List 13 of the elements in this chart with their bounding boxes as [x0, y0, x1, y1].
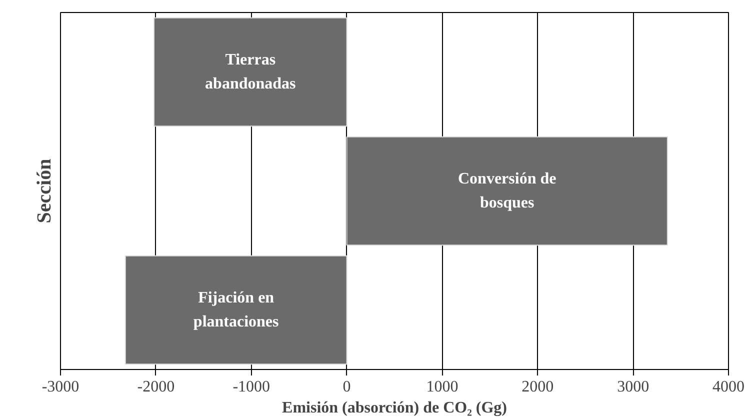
x-tick-label: -1000	[232, 378, 270, 396]
y-tick-label: Conversión de bosques	[458, 170, 556, 212]
x-tick-label: -3000	[42, 378, 80, 396]
x-tick-label: 2000	[522, 378, 554, 396]
y-axis-title: Sección	[34, 158, 56, 224]
x-tick-label: -2000	[137, 378, 175, 396]
x-tick-label: 0	[342, 378, 351, 396]
x-axis-title: Emisión (absorción) de CO₂ (Gg)	[282, 400, 507, 416]
x-tick-label: 1000	[426, 378, 458, 396]
x-tick-label: 4000	[712, 378, 744, 396]
y-tick-label: Tierras abandonadas	[205, 52, 296, 92]
x-tick-label: 3000	[617, 378, 650, 396]
y-tick-label: Fijación en plantaciones	[193, 290, 279, 330]
